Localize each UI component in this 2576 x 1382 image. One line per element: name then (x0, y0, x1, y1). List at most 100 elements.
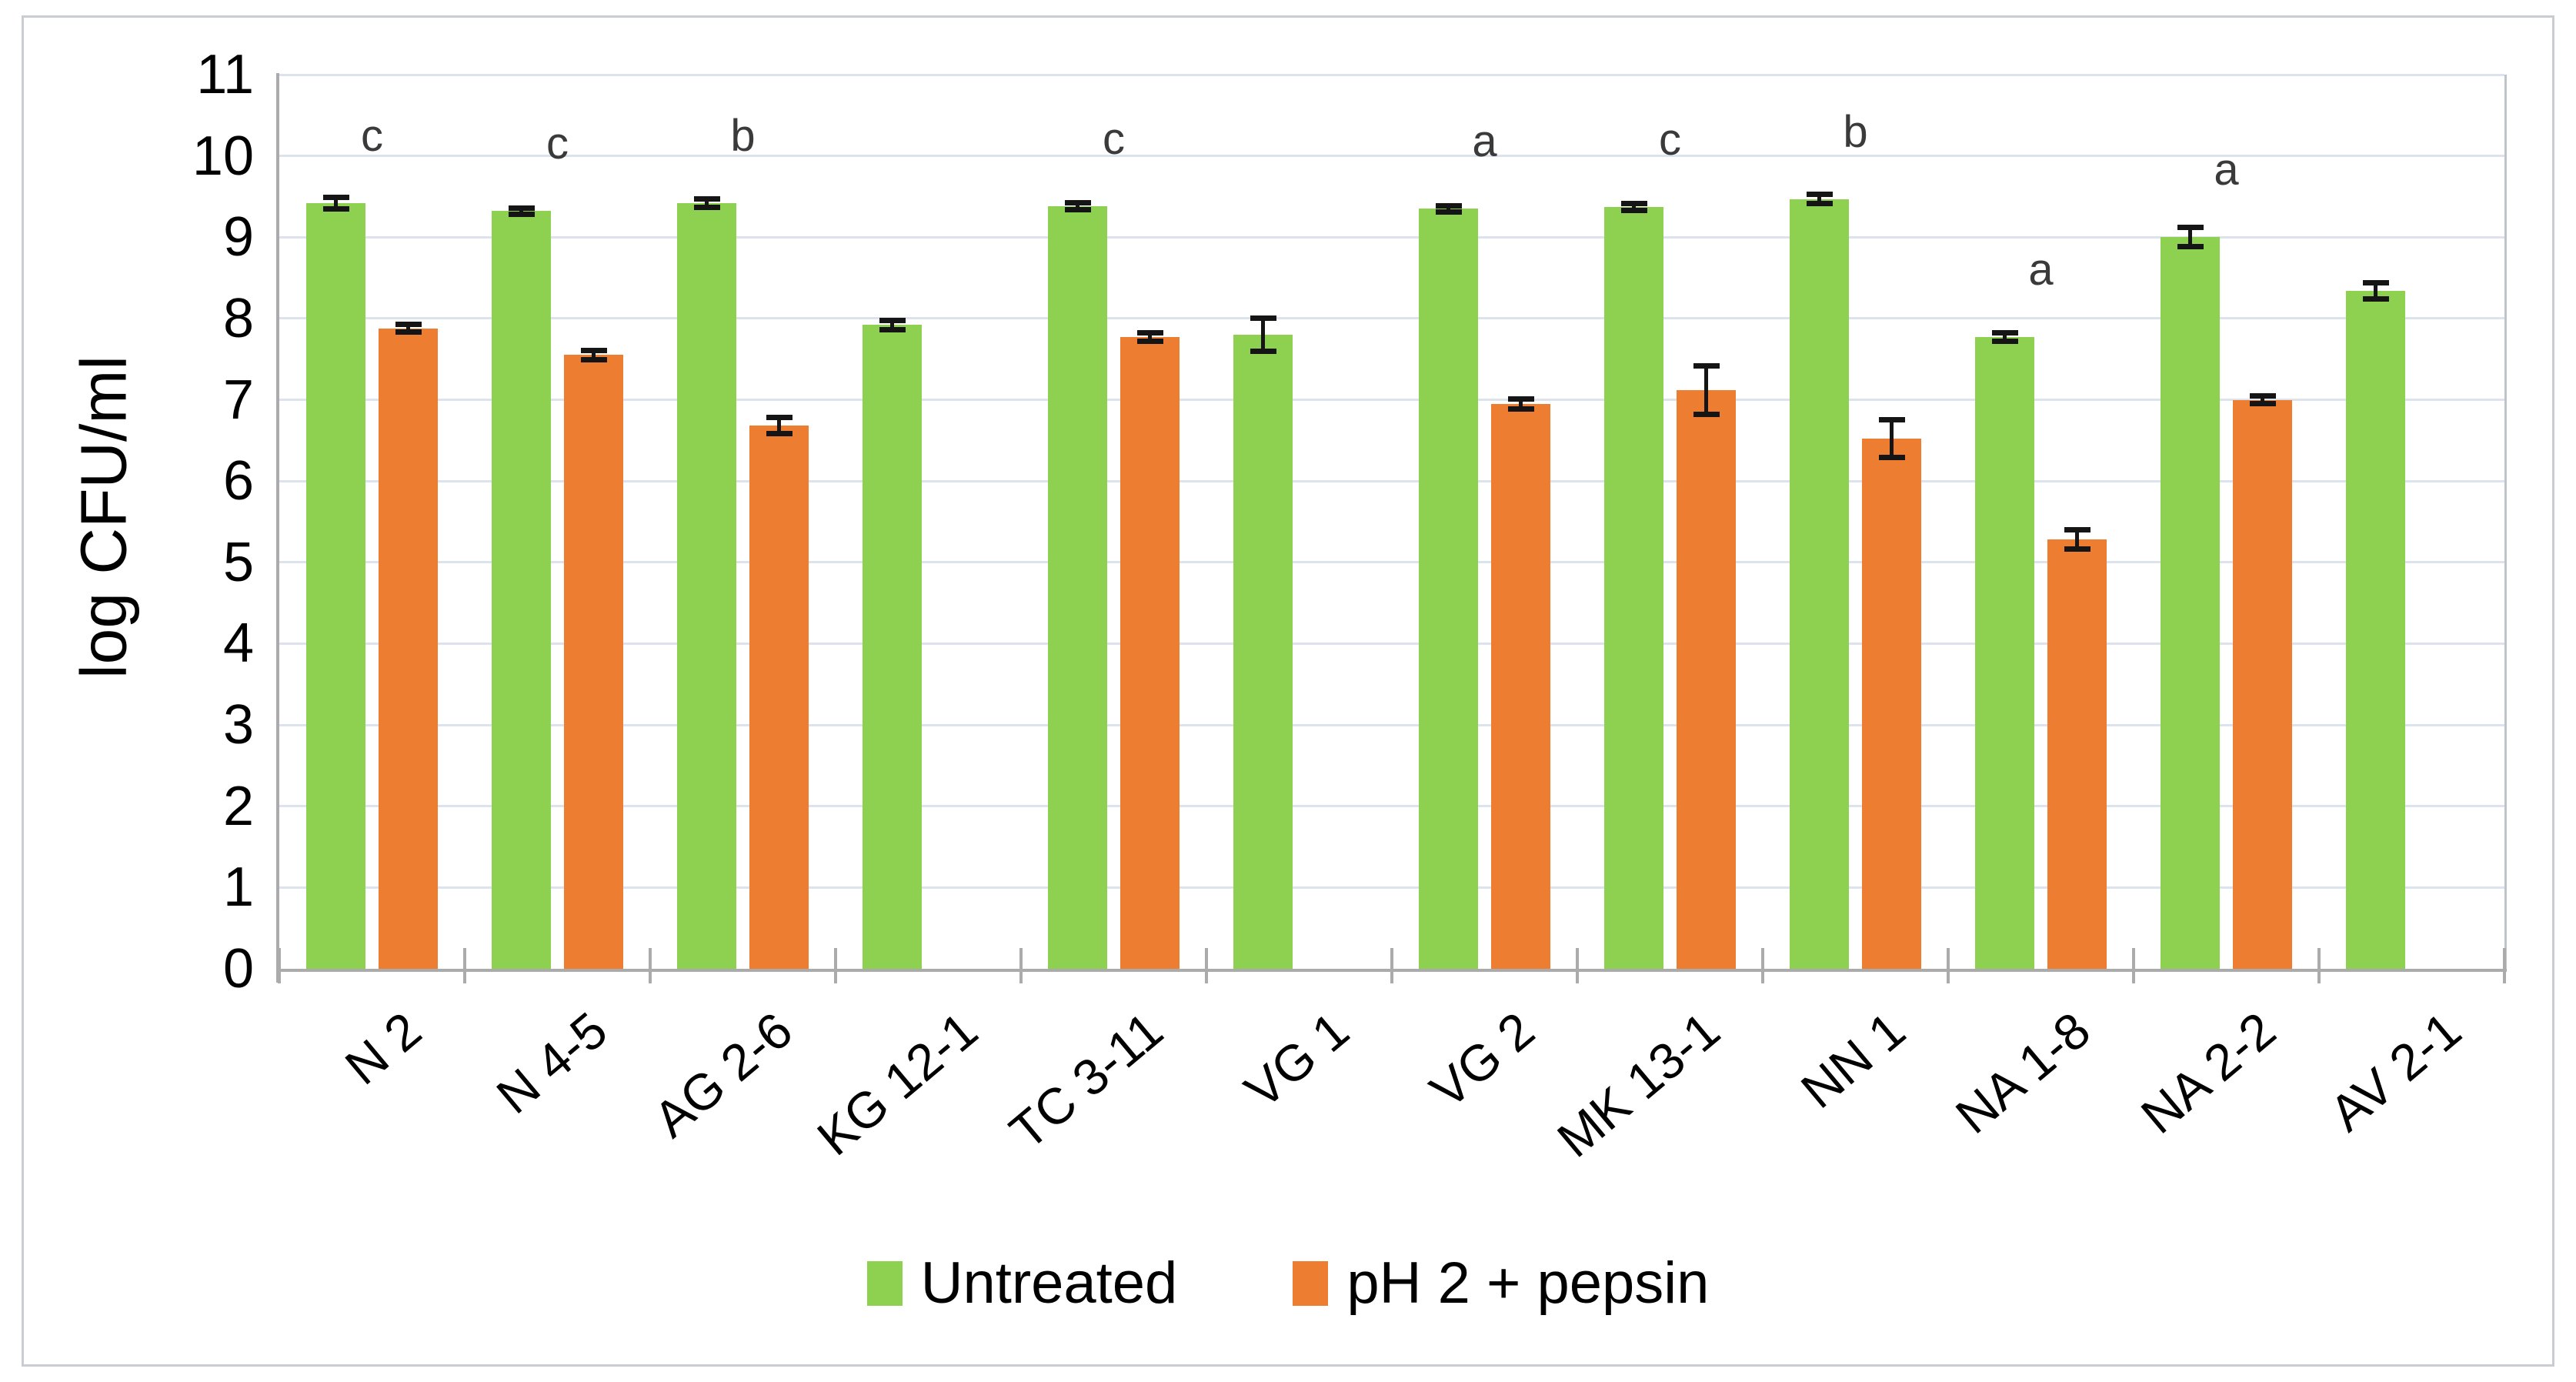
significance-letter-nn-1: b (1843, 106, 1868, 157)
legend-label-untreated: Untreated (920, 1250, 1178, 1316)
legend-swatch-ph2-pepsin (1293, 1261, 1329, 1306)
gridline-y-8 (279, 317, 2504, 320)
bar-untreated-n-2 (306, 202, 365, 969)
error-bar-line (2261, 396, 2264, 404)
bar-ph2-pepsin-ag-2-6 (749, 426, 809, 969)
x-tick-mark (1947, 948, 1950, 983)
gridline-y-2 (279, 805, 2504, 808)
error-bar-cap (1064, 206, 1091, 212)
error-bar-cap (1435, 202, 1462, 209)
y-tick-label-11: 11 (196, 44, 254, 105)
significance-letter-ag-2-6: b (730, 110, 756, 161)
legend-swatch-untreated (866, 1261, 903, 1306)
bar-untreated-kg-12-1 (863, 325, 922, 969)
bar-untreated-av-2-1 (2346, 291, 2405, 969)
bar-ph2-pepsin-tc-3-11 (1120, 337, 1180, 969)
error-bar-line (2003, 332, 2007, 342)
error-bar-cap (1620, 207, 1647, 213)
error-bar-cap (1064, 200, 1091, 206)
error-bar-cap (395, 329, 422, 335)
error-bar-cap (1693, 362, 1720, 369)
error-bar-cap (2362, 296, 2389, 302)
error-bar-cap (1136, 330, 1163, 336)
significance-letter-n-2: c (361, 110, 383, 161)
error-bar-line (1704, 366, 1708, 415)
y-tick-label-7: 7 (222, 369, 254, 431)
error-bar-cap (693, 196, 720, 202)
error-bar-cap (322, 195, 349, 201)
error-bar-cap (1991, 339, 2018, 344)
error-bar-line (777, 417, 781, 434)
error-bar-line (2374, 282, 2377, 299)
legend: Untreated pH 2 + pepsin (0, 1253, 2576, 1314)
x-tick-mark (1761, 948, 1764, 983)
y-tick-label-0: 0 (222, 938, 254, 1000)
error-bar-cap (1878, 417, 1905, 423)
y-tick-label-4: 4 (222, 613, 254, 675)
error-bar-line (1817, 194, 1821, 204)
y-tick-label-1: 1 (222, 856, 254, 919)
error-bar-line (2075, 529, 2079, 549)
bar-untreated-na-2-2 (2161, 237, 2220, 969)
error-bar-cap (1250, 348, 1276, 354)
x-tick-mark (2503, 948, 2506, 983)
y-tick-label-10: 10 (192, 125, 254, 187)
bar-ph2-pepsin-na-2-2 (2233, 399, 2292, 969)
plot-area: c c b c a c b a a (279, 73, 2504, 969)
error-bar-cap (693, 204, 720, 210)
error-bar-line (519, 208, 523, 215)
y-tick-label-3: 3 (222, 694, 254, 756)
error-bar-cap (1991, 330, 2018, 336)
bar-untreated-vg-1 (1233, 335, 1293, 969)
error-bar-cap (580, 347, 607, 353)
error-bar-cap (766, 415, 792, 421)
significance-letter-mk-13-1: c (1659, 115, 1681, 165)
significance-letter-vg-2: a (1472, 116, 1497, 167)
bar-untreated-mk-13-1 (1604, 207, 1663, 969)
gridline-y-7 (279, 399, 2504, 402)
gridline-y-1 (279, 886, 2504, 889)
error-bar-line (1076, 202, 1079, 210)
bar-untreated-vg-2 (1419, 209, 1478, 969)
x-tick-mark (463, 948, 466, 983)
y-tick-label-2: 2 (222, 775, 254, 837)
error-bar-cap (2064, 546, 2090, 552)
error-bar-cap (580, 357, 607, 363)
error-bar-cap (2177, 225, 2204, 231)
error-bar-cap (1435, 209, 1462, 215)
error-bar-cap (395, 321, 422, 327)
error-bar-cap (508, 205, 535, 211)
x-tick-mark (1576, 948, 1579, 983)
error-bar-line (334, 197, 338, 209)
error-bar-line (1446, 205, 1450, 212)
x-tick-mark (1205, 948, 1208, 983)
x-tick-mark (278, 948, 281, 983)
error-bar-line (1261, 318, 1265, 352)
error-bar-cap (1507, 396, 1534, 402)
significance-letter-na-2-2: a (2214, 145, 2239, 195)
gridline-y-5 (279, 561, 2504, 564)
error-bar-line (1632, 203, 1636, 211)
gridline-y-6 (279, 479, 2504, 482)
legend-item-untreated: Untreated (866, 1250, 1178, 1316)
bar-untreated-ag-2-6 (677, 202, 736, 969)
bar-ph2-pepsin-n-2 (379, 328, 438, 969)
legend-label-ph2-pepsin: pH 2 + pepsin (1346, 1250, 1710, 1316)
x-tick-mark (1390, 948, 1393, 983)
y-tick-label-5: 5 (222, 531, 254, 593)
y-tick-label-9: 9 (222, 206, 254, 269)
gridline-y-9 (279, 235, 2504, 239)
gridline-y-4 (279, 642, 2504, 645)
error-bar-line (2188, 227, 2192, 247)
error-bar-cap (1507, 406, 1534, 412)
x-tick-mark (649, 948, 652, 983)
plot-right-border (2504, 75, 2507, 970)
significance-letter-tc-3-11: c (1103, 114, 1125, 165)
error-bar-cap (2177, 244, 2204, 250)
error-bar-cap (766, 431, 792, 437)
bar-ph2-pepsin-vg-2 (1491, 403, 1550, 969)
bar-untreated-tc-3-11 (1048, 206, 1107, 969)
error-bar-cap (2249, 392, 2276, 399)
y-tick-label-6: 6 (222, 450, 254, 512)
